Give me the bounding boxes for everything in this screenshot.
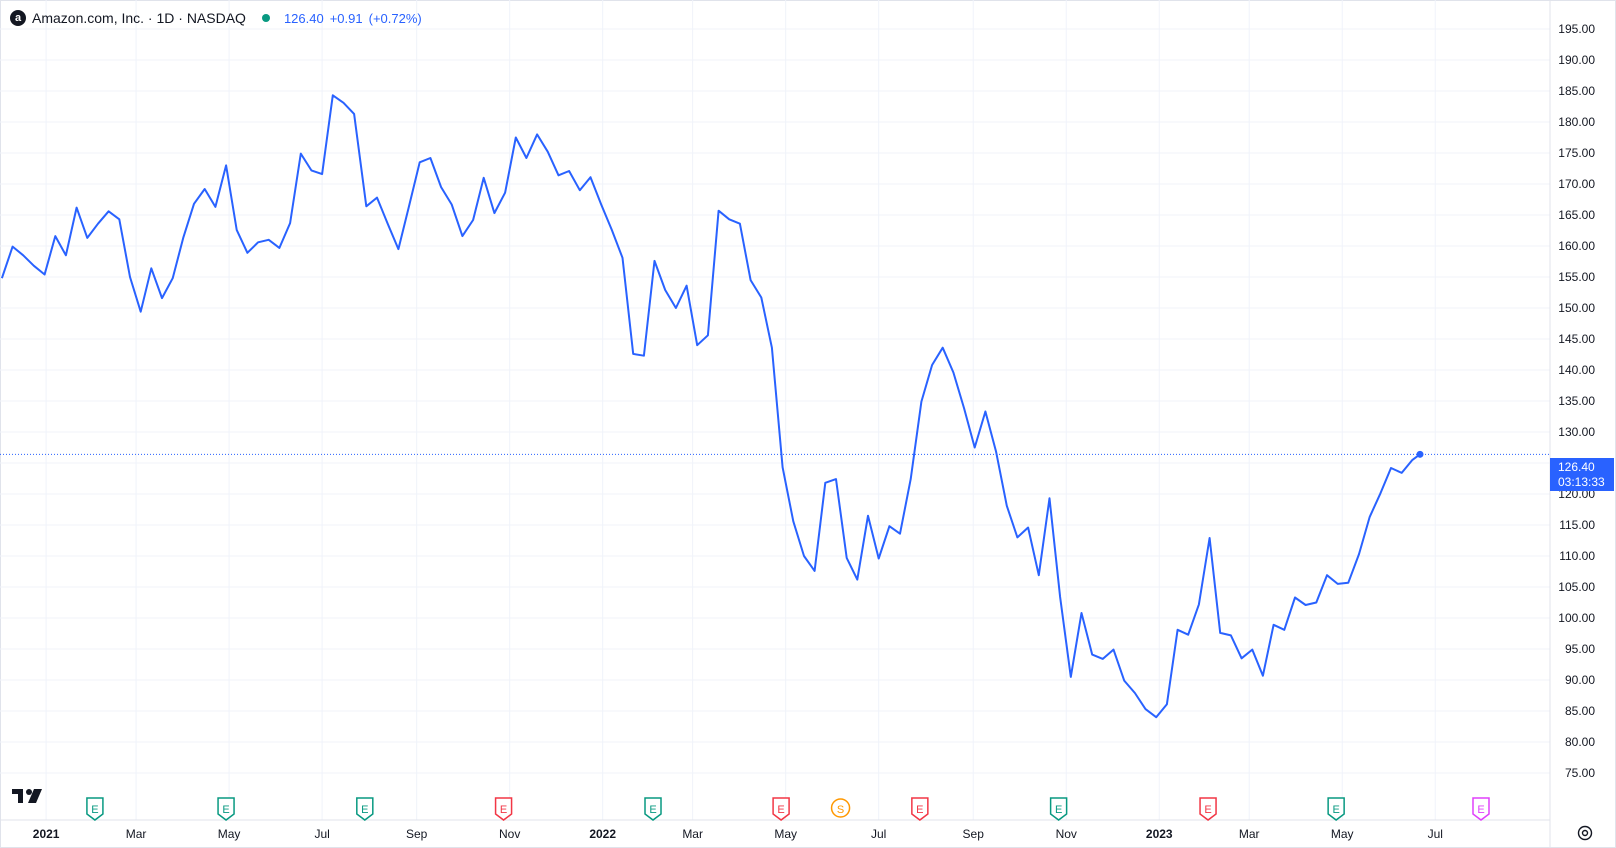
y-tick-label: 165.00 [1558,208,1595,222]
last-price: 126.40 [283,10,324,26]
event-marker-e[interactable]: E [217,797,235,821]
earnings-marker-shape [911,797,929,821]
event-marker-e[interactable]: E [1327,797,1345,821]
time-axis[interactable]: 2021 Mar May Jul Sep Nov 2022 Mar May Jul Sep Nov 20… [33,827,1443,841]
y-tick-label: 175.00 [1558,146,1595,160]
y-tick-label: 170.00 [1558,177,1595,191]
event-marker-letter: E [500,804,507,816]
x-tick-label: Mar [126,827,147,841]
tradingview-logo-icon[interactable] [12,788,46,804]
earnings-marker-shape [1327,797,1345,821]
event-marker-letter: E [91,804,98,816]
earnings-marker-shape [1049,797,1068,821]
event-marker-letter: E [649,804,656,816]
x-tick-label: Sep [963,827,985,841]
event-marker-letter: E [222,804,229,816]
event-marker-letter: E [1332,804,1339,816]
y-tick-label: 150.00 [1558,301,1595,315]
x-tick-label: Jul [314,827,329,841]
event-marker-e[interactable]: E [1049,797,1068,821]
x-tick-label: 2023 [1146,827,1173,841]
event-marker-e[interactable]: E [772,797,790,821]
event-marker-e[interactable]: E [911,797,929,821]
event-marker-letter: E [777,804,784,816]
x-tick-label: 2021 [33,827,60,841]
price-change-percent: (+0.72%) [368,10,422,26]
earnings-marker-shape [494,797,513,821]
y-tick-label: 140.00 [1558,363,1595,377]
earnings-marker-shape [1472,797,1490,821]
price-readout: 126.40 +0.91 (+0.72%) [284,11,422,26]
y-tick-label: 190.00 [1558,53,1595,67]
split-marker-shape [830,798,851,818]
chart-legend[interactable]: a Amazon.com, Inc. · 1D · NASDAQ 126.40 … [10,8,422,28]
y-tick-label: 130.00 [1558,425,1595,439]
price-series-line [0,94,1421,719]
chart-grid [0,0,1550,820]
x-tick-label: Nov [499,827,520,841]
y-tick-label: 160.00 [1558,239,1595,253]
y-tick-label: 105.00 [1558,580,1595,594]
price-change: +0.91 [329,10,363,26]
price-tag-countdown: 03:13:33 [1558,475,1605,489]
x-tick-label: Jul [871,827,886,841]
earnings-marker-shape [1199,797,1217,821]
event-marker-e[interactable]: E [356,797,374,821]
event-marker-s[interactable]: S [830,798,851,818]
x-tick-label: May [1331,827,1354,841]
y-tick-label: 180.00 [1558,115,1595,129]
y-tick-label: 155.00 [1558,270,1595,284]
event-marker-letter: E [916,804,923,816]
event-marker-e[interactable]: E [644,797,662,821]
settings-gear-icon[interactable] [1576,824,1594,842]
event-marker-letter: S [837,804,844,816]
symbol-title[interactable]: Amazon.com, Inc. · 1D · NASDAQ [32,10,246,26]
earnings-marker-shape [356,797,374,821]
event-marker-e[interactable]: E [494,797,513,821]
earnings-marker-shape [217,797,235,821]
price-axis[interactable]: 195.00 190.00 185.00 180.00 175.00 170.00 165.… [1558,22,1595,780]
event-marker-letter: E [1477,804,1484,816]
market-status-icon[interactable] [261,14,270,22]
y-tick-label: 95.00 [1565,642,1595,656]
x-tick-label: Mar [1239,827,1260,841]
earnings-marker-shape [86,797,104,821]
x-tick-label: Mar [682,827,703,841]
y-tick-label: 100.00 [1558,611,1595,625]
y-tick-label: 145.00 [1558,332,1595,346]
earnings-marker-shape [644,797,662,821]
x-tick-label: Nov [1056,827,1077,841]
earnings-marker-shape [772,797,790,821]
amazon-logo-icon: a [10,10,26,26]
y-tick-label: 115.00 [1559,518,1595,532]
y-tick-label: 75.00 [1565,766,1595,780]
event-marker-e[interactable]: E [1472,797,1490,821]
event-marker-letter: E [361,804,368,816]
x-tick-label: Sep [406,827,428,841]
y-tick-label: 135.00 [1558,394,1595,408]
y-tick-label: 85.00 [1565,704,1595,718]
y-tick-label: 90.00 [1565,673,1595,687]
x-tick-label: 2022 [589,827,616,841]
event-marker-e[interactable]: E [86,797,104,821]
x-tick-label: May [218,827,241,841]
event-marker-letter: E [1055,804,1062,816]
x-tick-label: Jul [1428,827,1443,841]
last-price-tag: 126.40 03:13:33 [1550,458,1614,491]
x-tick-label: May [774,827,797,841]
event-marker-e[interactable]: E [1199,797,1217,821]
last-price-point [1416,450,1424,458]
y-tick-label: 110.00 [1559,549,1595,563]
y-tick-label: 195.00 [1558,22,1595,36]
y-tick-label: 185.00 [1558,84,1595,98]
price-tag-value: 126.40 [1558,460,1595,474]
event-marker-letter: E [1204,804,1211,816]
y-tick-label: 80.00 [1565,735,1595,749]
